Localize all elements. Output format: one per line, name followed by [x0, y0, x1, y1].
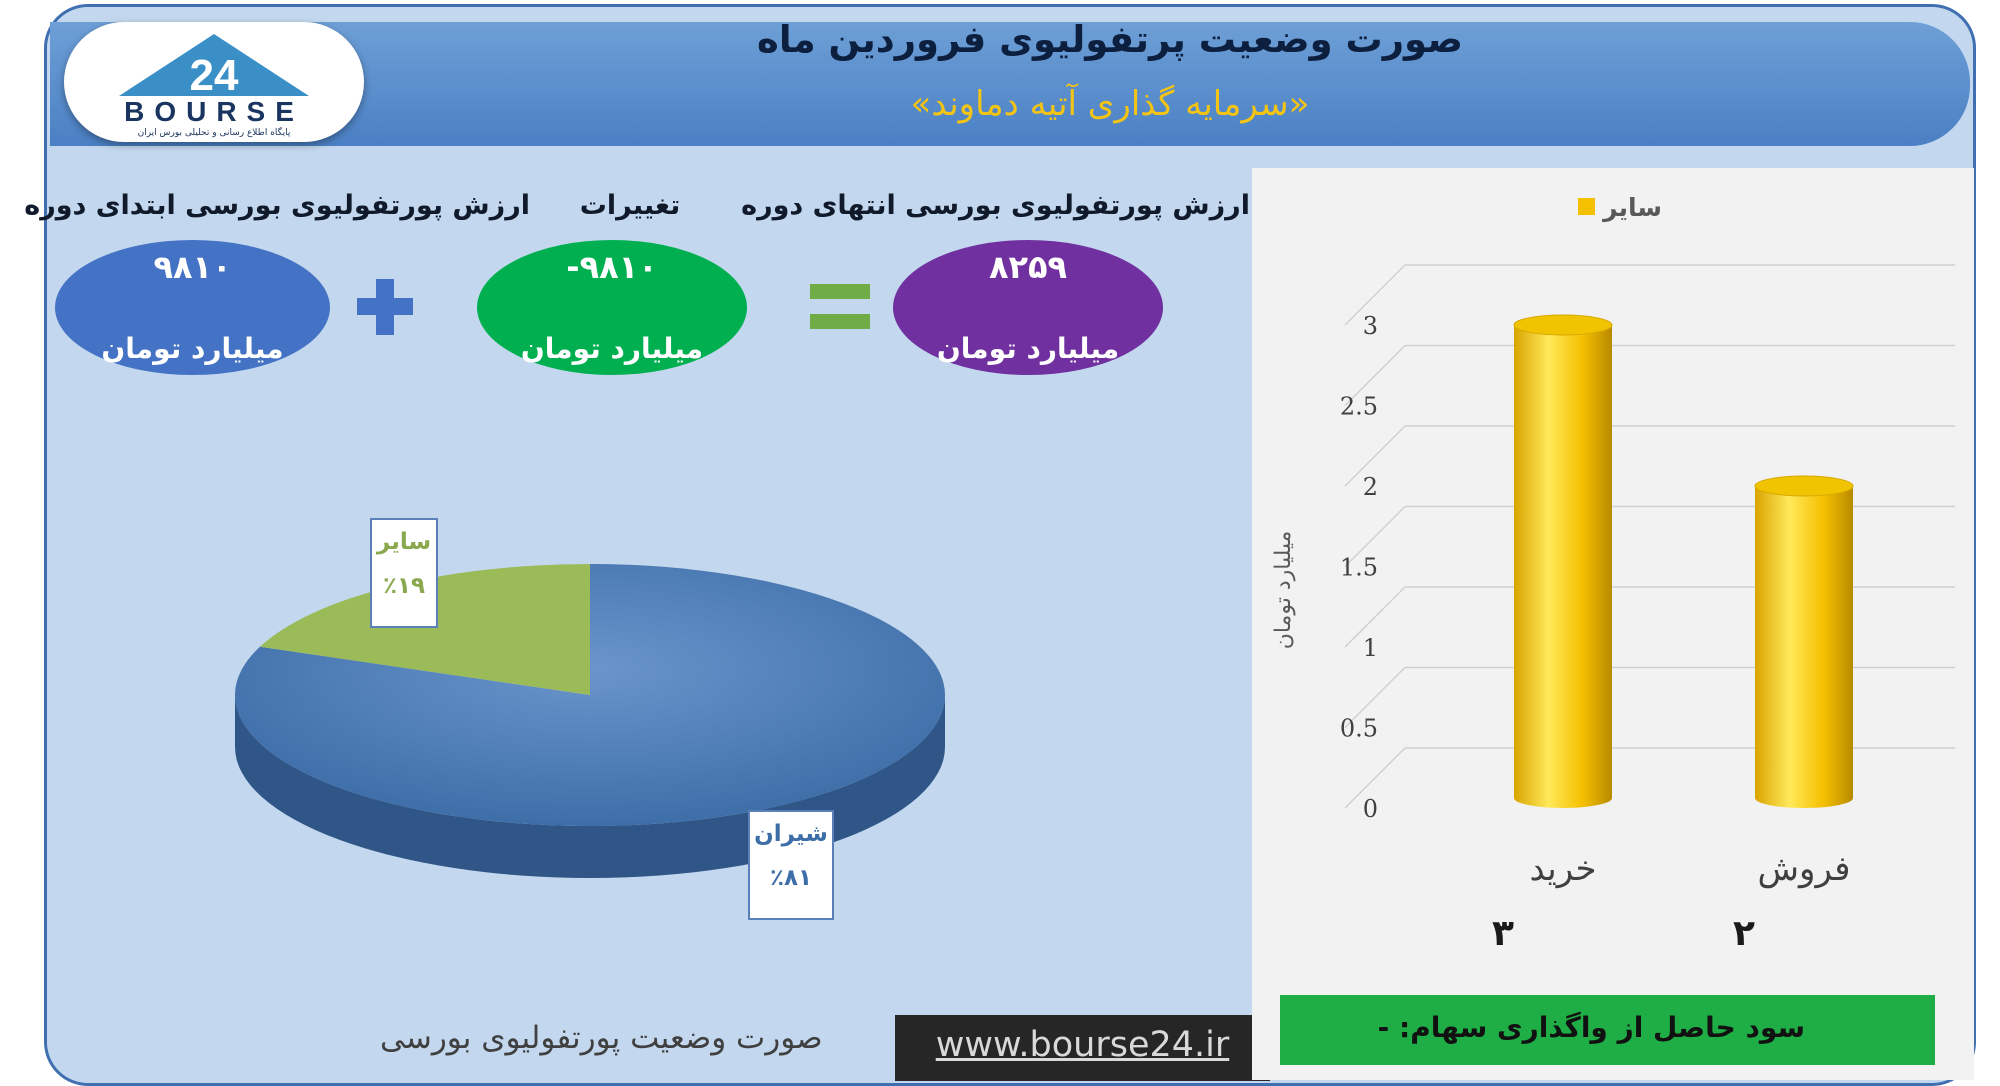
end-value-oval: ۸۲۵۹ میلیارد تومان: [893, 240, 1163, 375]
legend-swatch: [1578, 198, 1595, 215]
equals-sign-icon: [810, 284, 870, 299]
logo-mountain-icon: 24: [119, 34, 309, 100]
end-value-unit: میلیارد تومان: [936, 332, 1120, 365]
page-subtitle: «سرمایه گذاری آتیه دماوند»: [910, 84, 1310, 124]
grid-line-depth: [1344, 344, 1406, 407]
pie-label-shiran: شیران ٪۸۱: [748, 810, 834, 920]
x-tick-label: فروش: [1758, 849, 1851, 889]
profit-note: سود حاصل از واگذاری سهام: -: [1377, 1011, 1805, 1044]
y-tick-label: 0: [1363, 795, 1378, 823]
y-tick-label: 1.5: [1340, 554, 1378, 582]
change-label: تغییرات: [579, 190, 681, 221]
end-value-label: ارزش پورتفولیوی بورسی انتهای دوره: [741, 190, 1250, 221]
grid-line-depth: [1344, 747, 1406, 809]
bar-cap-1: [1754, 475, 1854, 497]
bourse24-logo: 24 BOURSE پایگاه اطلاع رسانی و تحلیلی بو…: [64, 22, 364, 142]
profit-note-banner: سود حاصل از واگذاری سهام: -: [1280, 995, 1935, 1065]
y-tick-label: 1: [1363, 634, 1378, 662]
logo-tagline: پایگاه اطلاع رسانی و تحلیلی بورس ایران: [137, 128, 291, 138]
change-value: -۹۸۱۰: [566, 248, 658, 286]
start-value-oval: ۹۸۱۰ میلیارد تومان: [55, 240, 330, 375]
logo-text: BOURSE: [124, 96, 304, 127]
y-tick-label: 2.5: [1340, 393, 1378, 421]
website-link[interactable]: www.bourse24.ir: [935, 1025, 1230, 1065]
bar-cylinder-0: [1514, 325, 1612, 808]
grid-line-depth: [1344, 264, 1406, 326]
bar-chart-panel: [1252, 168, 1974, 1080]
start-value-label: ارزش پورتفولیوی بورسی ابتدای دوره: [24, 190, 530, 221]
y-tick-label: 2: [1363, 473, 1378, 501]
grid-line-depth: [1344, 425, 1406, 487]
legend-entry: سایر: [1601, 193, 1662, 223]
start-value: ۹۸۱۰: [153, 248, 232, 286]
change-oval: -۹۸۱۰ میلیارد تومان: [477, 240, 747, 375]
change-unit: میلیارد تومان: [520, 332, 704, 365]
y-axis-label: میلیارد تومان: [1271, 531, 1296, 650]
website-banner: www.bourse24.ir: [895, 1015, 1270, 1081]
pie-label-shiran-value: ٪۸۱: [769, 865, 813, 891]
y-tick-label: 0.5: [1340, 715, 1378, 743]
y-tick-label: 3: [1363, 312, 1378, 340]
grid-line-depth: [1344, 505, 1406, 568]
end-value: ۸۲۵۹: [988, 248, 1068, 286]
logo-number: 24: [190, 51, 239, 100]
bar-cap-0: [1513, 314, 1613, 336]
bar-cylinder-1: [1755, 486, 1853, 808]
pie-label-other-value: ٪۱۹: [382, 573, 426, 599]
plus-sign-icon-vertical: [376, 279, 394, 335]
pie-caption: صورت وضعیت پورتفولیوی بورسی: [380, 1020, 823, 1056]
bar-value-label: ۳: [1492, 913, 1514, 954]
pie-label-other: سایر ٪۱۹: [370, 518, 438, 628]
page-title: صورت وضعیت پرتفولیوی فروردین ماه: [757, 18, 1463, 61]
grid-line-depth: [1344, 586, 1406, 648]
pie-slice-1: [259, 564, 590, 695]
pie-label-shiran-name: شیران: [754, 821, 828, 847]
grid-line-depth: [1344, 666, 1406, 729]
header-banner: [50, 22, 1970, 146]
equals-sign-icon-lower: [810, 314, 870, 329]
start-value-unit: میلیارد تومان: [101, 332, 284, 365]
x-tick-label: خرید: [1529, 849, 1596, 889]
bar-value-label: ۲: [1733, 913, 1755, 954]
pie-label-other-name: سایر: [376, 529, 432, 555]
